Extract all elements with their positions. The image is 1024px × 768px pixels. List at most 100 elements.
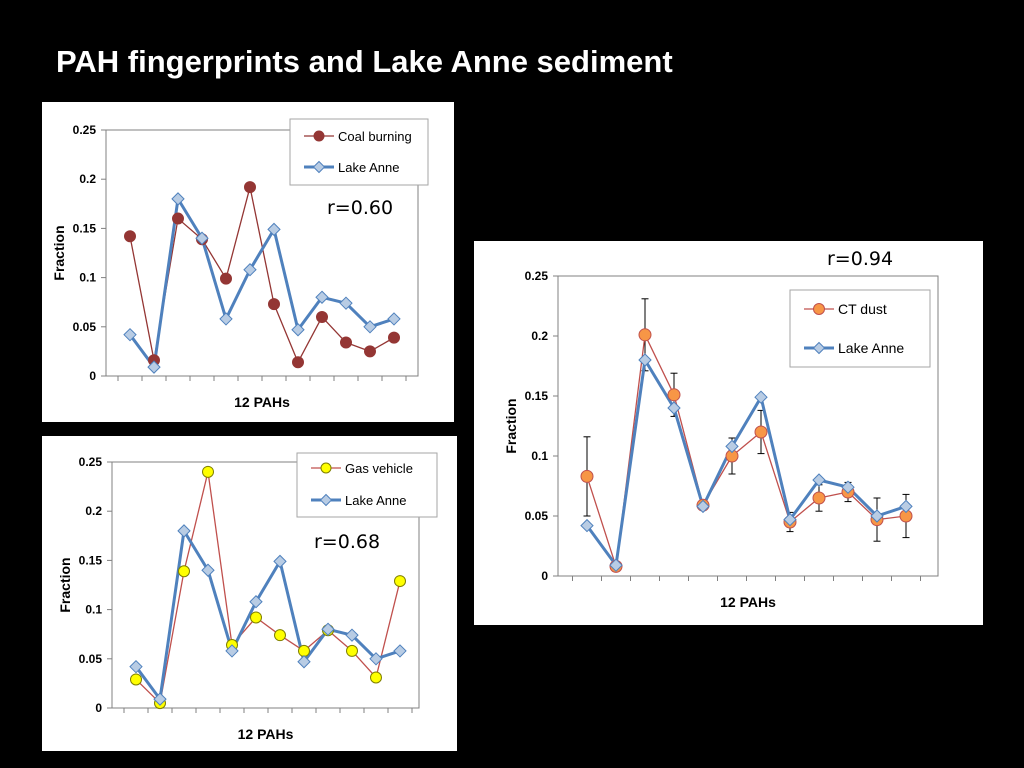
y-tick-label: 0	[95, 701, 102, 715]
data-point	[388, 331, 400, 344]
data-point	[609, 558, 623, 572]
data-point	[394, 575, 406, 588]
legend-marker	[312, 160, 326, 174]
y-tick-label: 0	[541, 569, 548, 583]
data-point	[363, 320, 377, 334]
correlation-annotation: r=0.60	[327, 197, 394, 219]
data-point	[696, 499, 710, 514]
data-point	[220, 272, 232, 285]
data-point	[316, 310, 328, 323]
data-point	[315, 290, 329, 304]
legend-label: Lake Anne	[345, 493, 406, 508]
y-tick-label: 0.15	[73, 221, 97, 235]
data-point	[243, 263, 257, 277]
y-tick-label: 0.15	[79, 553, 103, 567]
data-point	[393, 644, 407, 658]
legend-label: Lake Anne	[338, 160, 399, 175]
correlation-annotation: r=0.68	[314, 531, 381, 553]
chart-panel-coal-burning: 0.25 0.2 0.15 0.1 0.05 0 12 PAHs Fraction Coal b…	[42, 102, 454, 422]
legend: CT dust Lake Anne	[789, 289, 931, 368]
data-point	[244, 181, 256, 194]
y-tick-label: 0.05	[525, 509, 549, 523]
data-point	[725, 439, 739, 454]
data-point	[580, 518, 594, 533]
data-point	[638, 328, 652, 342]
y-tick-label: 0	[89, 369, 96, 383]
legend-marker	[313, 130, 325, 142]
legend-label: Gas vehicle	[345, 461, 413, 476]
legend-box	[789, 289, 931, 368]
y-tick-label: 0.15	[525, 389, 549, 403]
series-line	[134, 529, 401, 701]
legend-label: Lake Anne	[838, 340, 904, 356]
legend-box	[289, 118, 429, 186]
data-point	[147, 360, 161, 374]
y-tick-label: 0.05	[73, 320, 97, 334]
data-point	[387, 312, 401, 326]
legend-marker	[812, 341, 826, 355]
data-point	[754, 425, 768, 439]
legend-label: CT dust	[838, 301, 887, 317]
data-point	[812, 491, 826, 505]
legend-box	[296, 452, 438, 518]
data-point	[345, 628, 359, 642]
legend-label: Coal burning	[338, 129, 412, 144]
data-point	[841, 480, 855, 494]
data-point	[298, 644, 310, 657]
y-tick-label: 0.2	[85, 504, 102, 518]
data-point	[364, 345, 376, 358]
series-lake-anne	[134, 529, 401, 701]
data-point	[292, 356, 304, 369]
x-axis-title: 12 PAHs	[238, 726, 294, 742]
data-point	[130, 673, 142, 686]
data-point	[370, 671, 382, 684]
series-line	[128, 197, 395, 369]
data-point	[129, 659, 143, 674]
data-point	[268, 298, 280, 311]
y-tick-label: 0.1	[79, 271, 96, 285]
data-point	[201, 563, 215, 577]
data-point	[177, 524, 191, 538]
y-tick-label: 0.25	[525, 269, 549, 283]
correlation-annotation: r=0.94	[827, 248, 894, 270]
y-axis-title: Fraction	[51, 225, 67, 280]
data-point	[267, 222, 281, 237]
data-point	[667, 401, 681, 415]
y-tick-label: 0.25	[73, 123, 97, 137]
data-point	[899, 499, 913, 514]
data-point	[123, 327, 137, 342]
data-point	[172, 212, 184, 225]
y-tick-label: 0.1	[531, 449, 548, 463]
y-tick-label: 0.2	[531, 329, 548, 343]
y-axis-title: Fraction	[57, 557, 73, 612]
chart-svg: 0.25 0.2 0.15 0.1 0.05 0 12 PAHs Fraction Gas ve…	[57, 452, 438, 742]
y-axis-title: Fraction	[503, 398, 519, 453]
series-lake-anne	[128, 197, 395, 369]
data-point	[250, 611, 262, 624]
data-point	[340, 336, 352, 349]
data-point	[369, 652, 383, 666]
data-point	[273, 554, 287, 569]
data-point	[124, 230, 136, 243]
data-point	[783, 512, 797, 527]
y-tick-label: 0.05	[79, 652, 103, 666]
data-point	[274, 629, 286, 642]
data-point	[178, 565, 190, 578]
data-point	[195, 231, 209, 245]
data-point	[812, 473, 826, 487]
data-point	[153, 692, 167, 706]
series-line	[586, 334, 907, 568]
legend: Gas vehicle Lake Anne	[296, 452, 438, 518]
legend-marker	[813, 303, 825, 315]
data-point	[225, 644, 239, 658]
data-point	[667, 388, 681, 402]
data-point	[321, 622, 335, 636]
x-axis-title: 12 PAHs	[234, 394, 290, 410]
data-point	[339, 296, 353, 310]
y-tick-label: 0.2	[79, 172, 96, 186]
data-point	[870, 509, 884, 523]
data-point	[171, 192, 185, 206]
data-point	[297, 655, 311, 669]
y-tick-label: 0.25	[79, 455, 103, 469]
slide-title: PAH fingerprints and Lake Anne sediment	[56, 44, 673, 79]
